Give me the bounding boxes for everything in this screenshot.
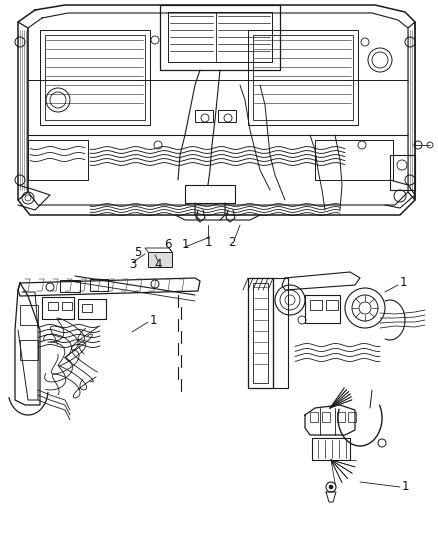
Bar (304, 295, 339, 323)
Bar (389, 155, 414, 190)
Circle shape (328, 485, 332, 489)
Text: 4: 4 (154, 257, 161, 271)
Text: 1: 1 (204, 237, 211, 249)
Bar (45, 35, 145, 120)
Bar (309, 412, 317, 422)
Bar (82, 304, 92, 312)
Bar (42, 297, 74, 319)
Text: 1: 1 (398, 277, 406, 289)
Text: 6: 6 (164, 238, 171, 252)
Bar (325, 300, 337, 310)
Text: 1: 1 (149, 313, 156, 327)
Bar (272, 278, 287, 388)
Bar (321, 412, 329, 422)
Bar (48, 302, 58, 310)
Bar (62, 302, 72, 310)
Bar (28, 140, 88, 180)
Bar (20, 305, 38, 325)
Bar (40, 30, 150, 125)
Bar (247, 278, 272, 388)
Bar (60, 280, 80, 292)
Bar (148, 252, 172, 267)
Text: 2: 2 (228, 237, 235, 249)
Text: 3: 3 (129, 259, 136, 271)
Bar (218, 110, 236, 122)
Bar (78, 299, 106, 319)
Bar (314, 140, 392, 180)
Bar (20, 340, 38, 360)
Text: 1: 1 (181, 238, 188, 252)
Bar (347, 412, 355, 422)
Bar (252, 283, 267, 383)
Text: 1: 1 (400, 481, 408, 494)
Bar (336, 412, 344, 422)
Bar (309, 300, 321, 310)
Bar (247, 30, 357, 125)
Bar (194, 110, 212, 122)
Bar (90, 279, 108, 291)
Bar (252, 35, 352, 120)
Text: 5: 5 (134, 246, 141, 260)
Bar (184, 185, 234, 203)
